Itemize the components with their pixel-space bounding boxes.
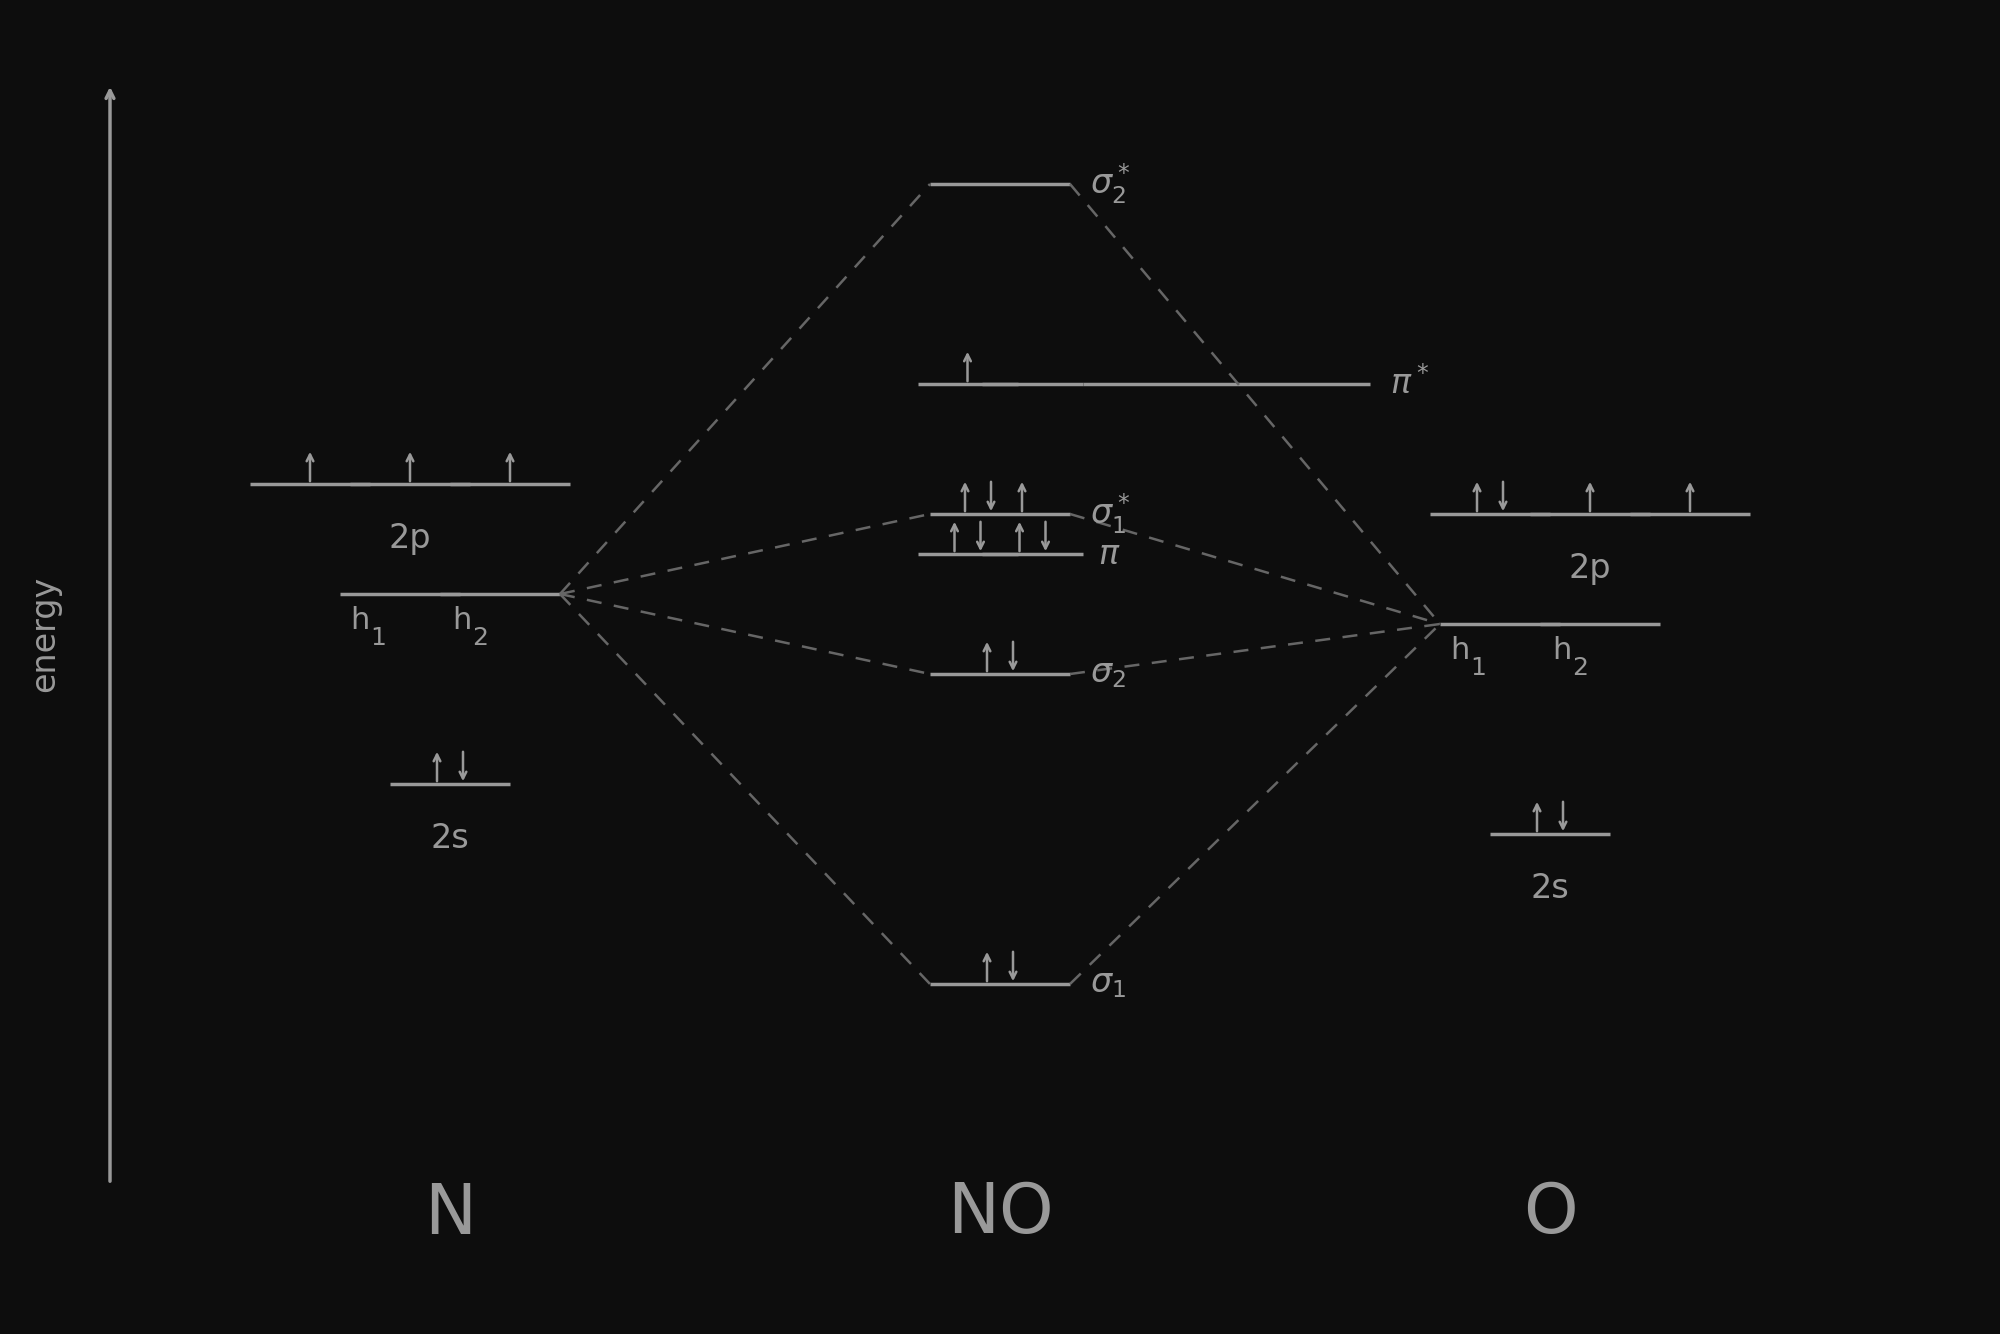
Text: $\sigma_1^*$: $\sigma_1^*$ [1090,492,1130,536]
Text: h: h [452,606,472,635]
Text: N: N [424,1181,476,1247]
Text: $\pi$: $\pi$ [1098,538,1120,571]
Text: O: O [1522,1181,1578,1247]
Text: h: h [1450,636,1470,666]
Text: 1: 1 [1470,656,1486,680]
Text: $\sigma_2^*$: $\sigma_2^*$ [1090,161,1130,207]
Text: 2: 2 [472,626,488,650]
Text: NO: NO [946,1181,1054,1247]
Text: 2p: 2p [1568,552,1612,586]
Text: $\pi^*$: $\pi^*$ [1390,367,1430,402]
Text: $\sigma_2$: $\sigma_2$ [1090,658,1126,691]
Text: 1: 1 [370,626,386,650]
Text: h: h [1552,636,1572,666]
Text: $\sigma_1$: $\sigma_1$ [1090,967,1126,1000]
Text: 2p: 2p [388,522,432,555]
Text: 2s: 2s [1530,872,1570,904]
Text: energy: energy [28,576,62,692]
Text: 2s: 2s [430,822,470,855]
Text: h: h [350,606,370,635]
Text: 2: 2 [1572,656,1588,680]
